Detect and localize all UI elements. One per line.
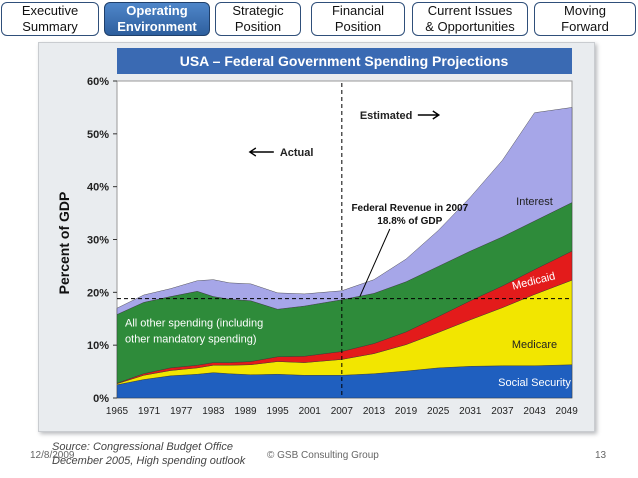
x-tick-label: 1989: [234, 406, 257, 417]
y-tick-label: 0%: [93, 393, 109, 405]
chart-title: USA – Federal Government Spending Projec…: [180, 53, 509, 69]
actual-label: Actual: [280, 147, 314, 159]
series-label: Social Security: [498, 377, 571, 389]
x-tick-label: 2049: [556, 406, 579, 417]
plot-area: 0% 10% 20% 30% 40% 50% 60% 1965 1971 1977 1983 1989…: [87, 76, 578, 417]
y-tick-label: 60%: [87, 76, 109, 88]
x-tick-label: 2025: [427, 406, 450, 417]
nav-tabs: Executive Summary Operating Environment St…: [0, 0, 638, 40]
y-tick-label: 40%: [87, 182, 109, 194]
x-tick-label: 1971: [138, 406, 161, 417]
tab-operating-environment[interactable]: Operating Environment: [104, 2, 210, 36]
tab-label: Financial: [331, 3, 385, 18]
tab-label: Moving: [564, 3, 606, 18]
tab-label: Current Issues: [427, 3, 513, 18]
series-label: other mandatory spending): [125, 334, 256, 346]
x-tick-label: 1977: [170, 406, 193, 417]
source-line: Source: Congressional Budget Office: [52, 441, 233, 453]
tab-label: Forward: [561, 19, 609, 34]
tab-financial-position[interactable]: Financial Position: [311, 2, 405, 36]
source-line: December 2005, High spending outlook: [52, 455, 246, 467]
x-tick-label: 2043: [523, 406, 546, 417]
tab-label: Strategic: [232, 3, 284, 18]
series-label: Interest: [516, 196, 553, 208]
series-label: All other spending (including: [125, 318, 263, 330]
tab-current-issues[interactable]: Current Issues & Opportunities: [412, 2, 528, 36]
spending-chart: USA – Federal Government Spending Projec…: [56, 48, 578, 417]
tab-label: & Opportunities: [425, 19, 515, 34]
footer-date: 12/8/2009: [30, 450, 75, 461]
footer-copyright: © GSB Consulting Group: [267, 450, 379, 461]
tab-label: Position: [234, 19, 282, 34]
y-tick-label: 10%: [87, 340, 109, 352]
source-note: Source: Congressional Budget Office Dece…: [52, 440, 245, 468]
x-tick-label: 2007: [331, 406, 354, 417]
estimated-label: Estimated: [360, 110, 413, 122]
tab-label: Environment: [117, 19, 197, 34]
x-tick-label: 2031: [459, 406, 482, 417]
tab-label: Executive: [21, 3, 79, 18]
x-tick-label: 1983: [202, 406, 225, 417]
series-label: Medicare: [512, 339, 557, 351]
revenue-pointer: [359, 228, 391, 297]
y-tick-label: 20%: [87, 287, 109, 299]
actual-arrow: [248, 147, 274, 157]
tab-moving-forward[interactable]: Moving Forward: [534, 2, 636, 36]
chart-title-bar: [117, 48, 572, 74]
tab-label: Summary: [22, 19, 78, 34]
x-tick-label: 1965: [106, 406, 129, 417]
estimated-arrow: [417, 110, 441, 120]
x-tick-label: 2037: [491, 406, 514, 417]
x-tick-label: 2013: [363, 406, 386, 417]
tab-strategic-position[interactable]: Strategic Position: [215, 2, 301, 36]
tab-executive-summary[interactable]: Executive Summary: [1, 2, 99, 36]
chart-panel: USA – Federal Government Spending Projec…: [38, 42, 595, 432]
tab-label: Operating: [126, 3, 188, 18]
tab-label: Position: [334, 19, 382, 34]
x-tick-label: 2019: [395, 406, 418, 417]
y-axis-label: Percent of GDP: [56, 192, 72, 295]
page-number: 13: [595, 450, 607, 461]
x-tick-label: 2001: [299, 406, 322, 417]
revenue-label: Federal Revenue in 2007: [351, 203, 468, 214]
revenue-label: 18.8% of GDP: [377, 216, 442, 227]
y-tick-label: 30%: [87, 235, 109, 247]
x-tick-label: 1995: [266, 406, 289, 417]
y-tick-label: 50%: [87, 129, 109, 141]
